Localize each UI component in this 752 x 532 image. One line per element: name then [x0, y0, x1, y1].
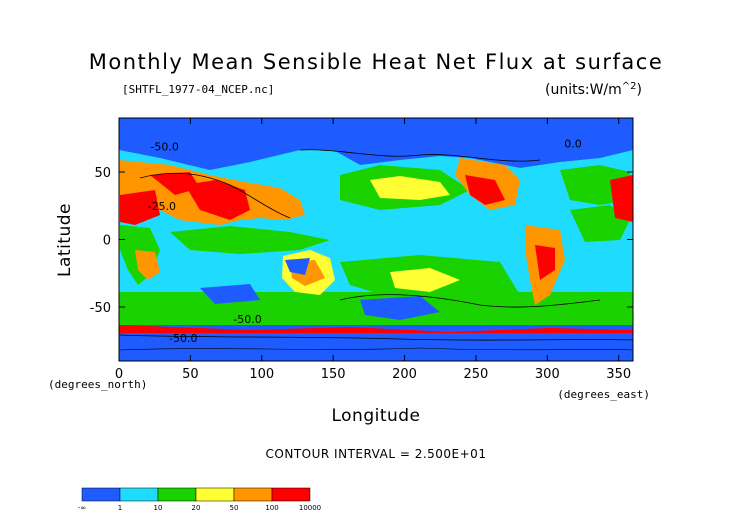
colorbar-swatch [271, 487, 311, 502]
south-america-hotspot [535, 245, 555, 280]
colorbar-swatch [81, 487, 121, 502]
colorbar: -∞ 1 10 20 50 100 10000 [78, 487, 321, 512]
indian-ocean-belt [170, 226, 330, 254]
contour-label: -50.0 [150, 140, 178, 153]
north-america-hotspot [465, 175, 505, 205]
contour-line [299, 149, 541, 162]
south-asia-hotspot [185, 180, 250, 220]
ocean-cool-patch [285, 258, 310, 275]
y-unit-label: (degrees_north) [48, 378, 147, 391]
y-axis-label: Latitude [55, 203, 75, 277]
colorbar-tick-label: 1 [118, 504, 122, 512]
north-pacific-core [370, 176, 450, 200]
colorbar-tick-label: 20 [192, 504, 201, 512]
y-tick-label: 0 [103, 234, 111, 249]
y-tick-label: 50 [94, 166, 111, 181]
x-tick-label: 250 [464, 367, 489, 382]
antarctic-coast-strip [119, 325, 633, 333]
x-axis-ticks: 0 50 100 150 200 250 300 350 [115, 118, 631, 382]
colorbar-tick-label: 10000 [299, 504, 321, 512]
south-pacific-core [390, 268, 460, 292]
north-africa-east-hotspot [610, 175, 633, 222]
contour-label: -50.0 [169, 332, 197, 345]
northern-high-lat-region [119, 118, 633, 170]
x-tick-label: 100 [249, 367, 274, 382]
contour-label: -50.0 [233, 313, 261, 326]
contour-line [339, 294, 601, 308]
x-tick-label: 300 [535, 367, 560, 382]
ross-sea-patch [360, 296, 440, 320]
x-tick-label: 50 [182, 367, 199, 382]
contour-interval-label: CONTOUR INTERVAL = 2.500E+01 [266, 447, 487, 461]
colorbar-swatch [157, 487, 197, 502]
southern-africa-hotspot [135, 250, 160, 280]
flux-map: -50.0 -25.0 -50.0 -50.0 0.0 [119, 118, 633, 361]
contour-line [119, 347, 633, 351]
colorbar-swatch [233, 487, 273, 502]
x-tick-label: 350 [606, 367, 631, 382]
x-tick-label: 150 [321, 367, 346, 382]
indian-ocean-cool-patch [200, 284, 260, 304]
chart-title: Monthly Mean Sensible Heat Net Flux at s… [89, 50, 664, 74]
colorbar-tick-label: -∞ [78, 504, 86, 512]
x-tick-label: 200 [392, 367, 417, 382]
y-axis-ticks: -50 0 50 [90, 166, 633, 316]
contour-line [139, 172, 291, 219]
sahara-hotspot [120, 190, 160, 225]
colorbar-tick-label: 10 [154, 504, 163, 512]
contour-label: -25.0 [148, 200, 176, 213]
contour-label: 0.0 [564, 138, 582, 151]
units-label: (units:W/m^2) [545, 81, 642, 98]
x-tick-label: 0 [115, 367, 123, 382]
colorbar-swatch [195, 487, 235, 502]
chart-subtitle: [SHTFL_1977-04_NCEP.nc] [122, 83, 274, 96]
colorbar-tick-label: 50 [230, 504, 239, 512]
y-tick-label: -50 [90, 301, 111, 316]
x-axis-label: Longitude [331, 406, 420, 426]
x-unit-label: (degrees_east) [557, 388, 650, 401]
colorbar-swatch [119, 487, 159, 502]
contour-line [119, 334, 633, 341]
colorbar-tick-label: 100 [265, 504, 278, 512]
central-asia-hotspot [150, 172, 200, 195]
